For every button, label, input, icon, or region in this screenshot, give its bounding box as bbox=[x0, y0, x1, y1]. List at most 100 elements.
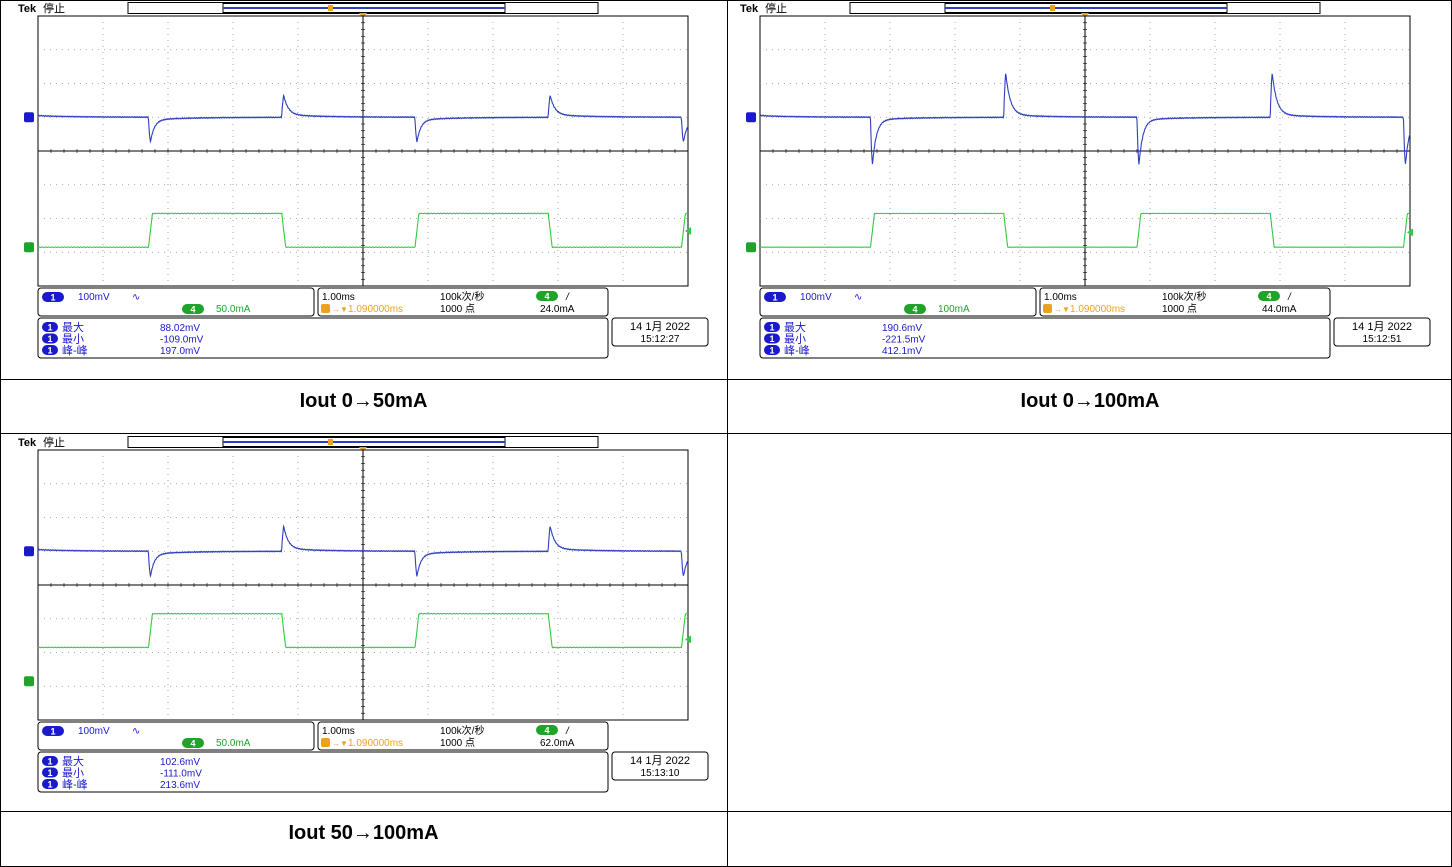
trigger-channel-badge-label: 4 bbox=[1266, 292, 1271, 302]
measurement-badge-label: 1 bbox=[769, 323, 774, 333]
record-trigger-mark bbox=[328, 5, 333, 11]
ch4-badge-label: 4 bbox=[912, 305, 917, 315]
measurement-value: -111.0mV bbox=[160, 769, 202, 780]
trigger-channel-badge bbox=[536, 291, 558, 301]
trigger-pos-arrow: →▼ bbox=[1054, 305, 1070, 314]
measurement-badge bbox=[42, 333, 58, 344]
measurement-badge-label: 1 bbox=[47, 780, 52, 790]
brand-label: Tek bbox=[740, 3, 759, 15]
ch4-current-trace bbox=[37, 212, 689, 249]
brand-label: Tek bbox=[18, 3, 37, 15]
trigger-pos-arrow: →▼ bbox=[332, 739, 348, 748]
channel-info-box bbox=[759, 287, 1037, 317]
trigger-channel-badge-label: 4 bbox=[544, 726, 549, 736]
trigger-position: 1.090000ms bbox=[1070, 304, 1125, 315]
ch1-badge-label: 1 bbox=[50, 727, 55, 737]
trigger-level: 62.0mA bbox=[540, 738, 575, 749]
ch1-scale: 100mV bbox=[800, 292, 832, 303]
ch1-coupling: ∿ bbox=[854, 292, 862, 303]
time-label: 15:12:27 bbox=[641, 334, 680, 345]
ch4-badge-label: 4 bbox=[190, 305, 195, 315]
ch4-badge bbox=[904, 304, 926, 314]
measurement-badge-label: 1 bbox=[47, 346, 52, 356]
measurement-box bbox=[37, 751, 609, 793]
ch4-ground-marker bbox=[24, 676, 34, 687]
measurement-badge bbox=[42, 779, 58, 789]
ch4-ground-marker bbox=[746, 242, 756, 253]
datetime-box bbox=[611, 751, 709, 781]
trigger-level-arrow bbox=[1407, 228, 1413, 237]
trigger-position: 1.090000ms bbox=[348, 738, 403, 749]
grid bbox=[37, 449, 689, 721]
measurement-label: 最大 bbox=[62, 754, 84, 768]
ch1-badge bbox=[42, 292, 64, 302]
trigger-pos-icon bbox=[321, 304, 330, 313]
ch4-badge-label: 4 bbox=[190, 739, 195, 749]
trigger-slope: / bbox=[565, 292, 570, 303]
record-length: 1000 点 bbox=[440, 303, 475, 315]
caption-iout-0-100: Iout 0→100mA bbox=[1020, 390, 1160, 412]
channel-info-box bbox=[37, 721, 315, 751]
measurement-badge bbox=[764, 345, 780, 355]
measurement-badge-label: 1 bbox=[769, 334, 774, 344]
ch1-scale: 100mV bbox=[78, 292, 110, 303]
measurement-label: 最大 bbox=[62, 320, 84, 334]
record-trigger-mark bbox=[328, 439, 333, 445]
ch1-voltage-trace bbox=[759, 73, 1411, 165]
oscilloscope-screenshot-2: Tek停止T1100mV∿4100mA1.00ms100k次/秒4/→▼1.09… bbox=[740, 2, 1431, 359]
measurement-value: 197.0mV bbox=[160, 346, 200, 357]
grid bbox=[759, 15, 1411, 287]
measurement-badge bbox=[764, 333, 780, 344]
measurement-label: 最小 bbox=[784, 333, 806, 346]
ch1-scale: 100mV bbox=[78, 726, 110, 737]
measurement-badge bbox=[42, 322, 58, 332]
measurement-badge-label: 1 bbox=[47, 757, 52, 767]
brand-label: Tek bbox=[18, 437, 37, 449]
measurement-value: 213.6mV bbox=[160, 780, 200, 791]
ch4-scale: 50.0mA bbox=[216, 738, 251, 749]
measurement-value: 190.6mV bbox=[882, 323, 922, 334]
caption-iout-50-100: Iout 50→100mA bbox=[288, 822, 439, 844]
trigger-level-arrow bbox=[685, 226, 691, 235]
ch1-coupling: ∿ bbox=[132, 726, 140, 737]
ch4-scale: 100mA bbox=[938, 304, 970, 315]
ch1-ground-marker bbox=[24, 112, 34, 123]
measurement-badge-label: 1 bbox=[47, 334, 52, 344]
time-label: 15:13:10 bbox=[641, 768, 680, 779]
timebase-info-box bbox=[317, 287, 609, 317]
measurement-value: 412.1mV bbox=[882, 346, 922, 357]
grid bbox=[37, 15, 689, 287]
trigger-channel-badge bbox=[1258, 291, 1280, 301]
measurement-label: 最小 bbox=[62, 767, 84, 780]
ch1-badge-label: 1 bbox=[772, 293, 777, 303]
oscilloscope-screenshot-1: Tek停止T1100mV∿450.0mA1.00ms100k次/秒4/→▼1.0… bbox=[18, 2, 709, 359]
status-label: 停止 bbox=[43, 2, 65, 15]
ch1-voltage-trace bbox=[37, 93, 689, 144]
measurement-value: 88.02mV bbox=[160, 323, 200, 334]
trigger-channel-badge-label: 4 bbox=[544, 292, 549, 302]
oscilloscope-screenshot-3: Tek停止T1100mV∿450.0mA1.00ms100k次/秒4/→▼1.0… bbox=[18, 436, 709, 793]
trigger-pos-icon bbox=[321, 738, 330, 747]
measurement-label: 最大 bbox=[784, 320, 806, 334]
ch4-current-trace bbox=[37, 612, 689, 649]
channel-info-box bbox=[37, 287, 315, 317]
caption-iout-0-50: Iout 0→50mA bbox=[299, 390, 428, 412]
ch4-scale: 50.0mA bbox=[216, 304, 251, 315]
measurement-label: 峰-峰 bbox=[62, 344, 88, 357]
measurement-badge bbox=[42, 767, 58, 778]
record-trigger-mark bbox=[1050, 5, 1055, 11]
sample-rate-label: 100k次/秒 bbox=[440, 290, 484, 303]
ch1-ground-marker bbox=[746, 112, 756, 123]
measurement-badge bbox=[42, 756, 58, 766]
date-label: 14 1月 2022 bbox=[1352, 321, 1412, 333]
date-label: 14 1月 2022 bbox=[630, 755, 690, 767]
timebase-info-box bbox=[1039, 287, 1331, 317]
measurement-badge-label: 1 bbox=[47, 768, 52, 778]
timebase-label: 1.00ms bbox=[322, 726, 355, 737]
trigger-level: 24.0mA bbox=[540, 304, 575, 315]
timebase-label: 1.00ms bbox=[322, 292, 355, 303]
trigger-position: 1.090000ms bbox=[348, 304, 403, 315]
ch4-current-trace bbox=[759, 212, 1411, 248]
date-label: 14 1月 2022 bbox=[630, 321, 690, 333]
ch1-badge-label: 1 bbox=[50, 293, 55, 303]
